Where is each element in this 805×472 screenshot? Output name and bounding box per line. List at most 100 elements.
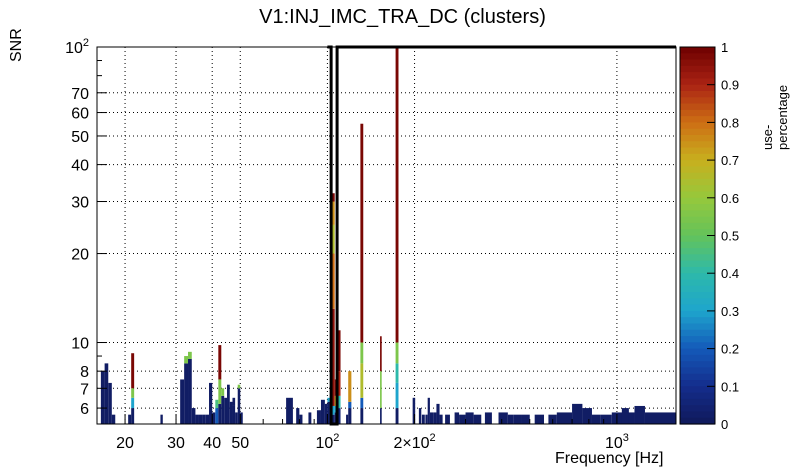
y-axis-label: SNR — [8, 28, 25, 62]
colorbar-segment — [680, 47, 715, 54]
heatmap-bin — [237, 384, 241, 389]
colorbar-segment — [680, 210, 715, 218]
heatmap-bin — [160, 414, 163, 424]
heatmap-bin — [360, 123, 364, 343]
colorbar-segment — [680, 329, 715, 337]
heatmap-bin — [221, 388, 225, 396]
colorbar-segment — [680, 310, 715, 318]
colorbar-segment — [680, 248, 715, 255]
heatmap-bin — [296, 408, 300, 424]
heatmap-bin — [215, 408, 219, 424]
x-tick-label: 20 — [116, 435, 134, 452]
colorbar-segment — [680, 398, 715, 406]
heatmap-bin — [395, 47, 399, 343]
x-tick-label: 102 — [315, 432, 339, 452]
colorbar-segment — [680, 153, 715, 161]
chart-title: V1:INJ_IMC_TRA_DC (clusters) — [259, 6, 546, 28]
plot-frame — [96, 46, 677, 425]
heatmap-bin — [240, 412, 243, 424]
colorbar-segment — [680, 59, 715, 67]
heatmap-bin — [380, 336, 382, 372]
heatmap-bin — [100, 371, 105, 424]
heatmap-bin — [454, 412, 460, 424]
heatmap-bin — [412, 397, 416, 424]
heatmap-bin — [131, 397, 135, 409]
heatmap-bin — [634, 405, 645, 424]
y-tick-label: 20 — [71, 247, 89, 264]
heatmap-bin — [202, 414, 206, 424]
heatmap-bin — [180, 379, 185, 424]
heatmap-bin — [218, 403, 222, 424]
x-tick-label: 103 — [605, 432, 629, 452]
colorbar-segment — [680, 122, 715, 130]
plot-area — [97, 47, 676, 424]
heatmap-bin — [224, 397, 228, 424]
heatmap-bin — [436, 403, 440, 424]
heatmap-bin — [473, 414, 482, 424]
heatmap-bin — [484, 412, 492, 424]
heatmap-bin — [316, 410, 321, 424]
heatmap-bin — [556, 412, 573, 424]
heatmap-bin — [232, 397, 236, 406]
colorbar-label: use-percentage — [760, 84, 790, 150]
x-tick-label: 30 — [167, 435, 185, 452]
heatmap-bin — [235, 412, 238, 424]
colorbar-segment — [680, 354, 715, 362]
heatmap-bin — [427, 397, 430, 424]
colorbar-segment — [680, 116, 715, 123]
heatmap-bin — [308, 412, 312, 424]
heatmap-bin — [227, 384, 230, 424]
heatmap-bin — [582, 408, 592, 424]
colorbar: 0 0.1 0.2 0.3 0.4 0.5 0.6 0.7 0.8 0.9 1 — [679, 40, 739, 432]
colorbar-segment — [680, 141, 715, 149]
heatmap-bin — [320, 399, 325, 424]
colorbar-segment — [680, 84, 715, 92]
heatmap-bin — [644, 412, 676, 424]
colorbar-tick-label: 0.5 — [721, 229, 739, 244]
heatmap-bin — [348, 371, 352, 402]
colorbar-segment — [680, 323, 715, 331]
colorbar-segment — [680, 254, 715, 262]
colorbar-segment — [680, 72, 715, 80]
colorbar-segment — [680, 266, 715, 274]
heatmap-bin — [111, 414, 116, 424]
heatmap-bin — [299, 414, 303, 424]
heatmap-bin — [380, 371, 382, 409]
heatmap-bin — [195, 414, 199, 424]
y-tick-label: 50 — [71, 129, 89, 146]
heatmap-bin — [332, 253, 335, 309]
heatmap-bin — [360, 342, 364, 364]
heatmap-bin — [205, 414, 210, 424]
heatmap-bin — [360, 397, 364, 409]
heatmap-bin — [425, 414, 428, 424]
heatmap-bin — [332, 414, 335, 424]
colorbar-segment — [680, 172, 715, 180]
x-tick-label: 50 — [231, 435, 249, 452]
y-axis-ticks: 6 78 10 20 30 40 50 60 70 102 — [65, 37, 107, 418]
colorbar-segment — [680, 273, 715, 281]
colorbar-segment — [680, 405, 715, 413]
colorbar-segment — [680, 380, 715, 387]
colorbar-segment — [680, 304, 715, 312]
colorbar-segment — [680, 185, 715, 193]
heatmap-bin — [198, 414, 203, 424]
heatmap-bin — [395, 382, 399, 409]
colorbar-segment — [680, 241, 715, 249]
heatmap-bin — [421, 414, 425, 424]
colorbar-segment — [680, 361, 715, 369]
colorbar-segment — [680, 97, 715, 105]
heatmap-bin — [395, 408, 399, 424]
y-tick-label: 6 — [80, 401, 89, 418]
heatmap-bin — [429, 412, 434, 424]
heatmap-bin — [131, 408, 135, 424]
colorbar-tick-label: 0.4 — [721, 266, 739, 281]
heatmap-bin — [507, 414, 514, 424]
heatmap-bin — [188, 351, 192, 359]
colorbar-segment — [680, 65, 715, 73]
colorbar-tick-label: 0 — [721, 417, 728, 432]
x-tick-label: 2×102 — [393, 432, 435, 452]
heatmap-bin — [337, 330, 341, 372]
colorbar-tick-label: 1 — [721, 40, 728, 55]
heatmap-bin — [591, 414, 601, 424]
colorbar-tick-label: 0.7 — [721, 153, 739, 168]
